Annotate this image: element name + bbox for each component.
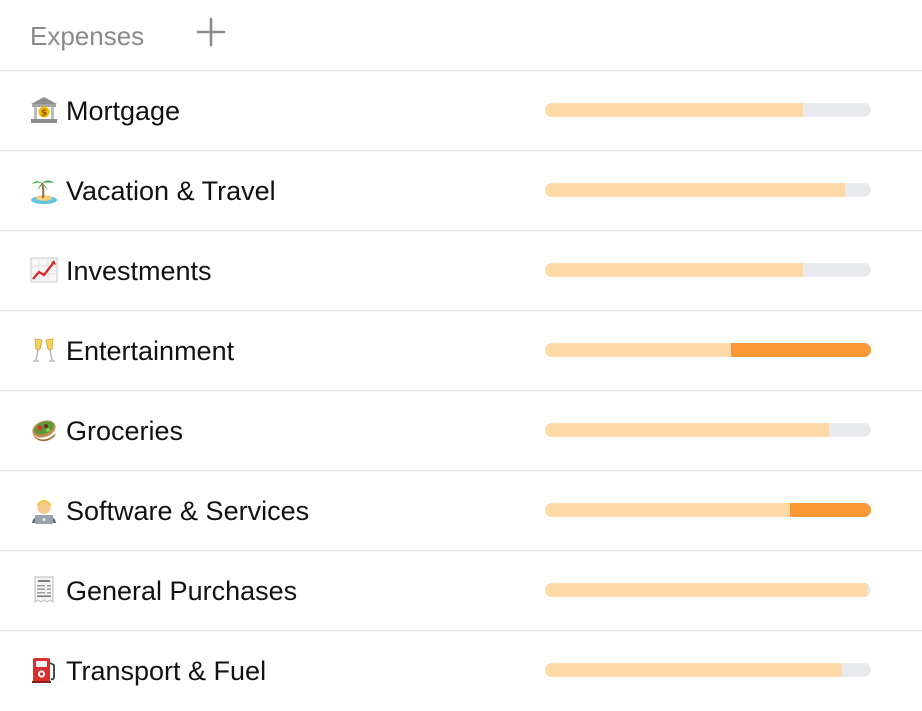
- budget-progress-bar: [545, 423, 871, 437]
- budget-spent-fill: [545, 503, 790, 517]
- add-expense-button[interactable]: [194, 15, 228, 49]
- budget-spent-fill: [545, 583, 868, 597]
- category-row-entertainment[interactable]: Entertainment: [0, 311, 922, 391]
- budget-progress-bar: [545, 503, 871, 517]
- category-label: Groceries: [66, 416, 184, 446]
- category-row-mortgage[interactable]: $ Mortgage: [0, 71, 922, 151]
- category-label: General Purchases: [66, 576, 298, 606]
- fuel-pump-icon: [29, 655, 59, 685]
- budget-progress-bar: [545, 263, 871, 277]
- budget-progress-bar: [545, 583, 871, 597]
- budget-spent-fill: [545, 343, 731, 357]
- page-title: Expenses: [30, 21, 145, 51]
- category-label: Entertainment: [66, 336, 235, 366]
- budget-over-fill: [789, 503, 871, 517]
- header: Expenses: [0, 0, 922, 71]
- expense-category-list: $ Mortgage Vacation & Travel: [0, 71, 922, 711]
- category-row-transport-fuel[interactable]: Transport & Fuel: [0, 631, 922, 711]
- budget-spent-fill: [545, 423, 829, 437]
- category-label: Investments: [66, 256, 212, 286]
- category-label: Mortgage: [66, 96, 181, 126]
- category-row-software-services[interactable]: Software & Services: [0, 471, 922, 551]
- receipt-icon: [29, 575, 59, 605]
- budget-spent-fill: [545, 263, 803, 277]
- chart-increasing-icon: [29, 255, 59, 285]
- budget-progress-bar: [545, 663, 871, 677]
- category-row-general-purchases[interactable]: General Purchases: [0, 551, 922, 631]
- category-row-vacation-travel[interactable]: Vacation & Travel: [0, 151, 922, 231]
- salad-bowl-icon: [29, 415, 59, 445]
- budget-progress-bar: [545, 103, 871, 117]
- champagne-glasses-icon: [29, 335, 59, 365]
- svg-text:$: $: [41, 109, 47, 119]
- category-row-groceries[interactable]: Groceries: [0, 391, 922, 471]
- category-label: Software & Services: [66, 496, 310, 526]
- category-label: Transport & Fuel: [66, 656, 267, 686]
- category-label: Vacation & Travel: [66, 176, 276, 206]
- budget-progress-bar: [545, 343, 871, 357]
- category-row-investments[interactable]: Investments: [0, 231, 922, 311]
- budget-spent-fill: [545, 103, 803, 117]
- budget-over-fill: [730, 343, 871, 357]
- budget-spent-fill: [545, 663, 842, 677]
- plus-icon: [196, 17, 226, 47]
- bank-icon: $: [29, 95, 59, 125]
- technologist-icon: [29, 495, 59, 525]
- budget-spent-fill: [545, 183, 845, 197]
- desert-island-icon: [29, 175, 59, 205]
- budget-progress-bar: [545, 183, 871, 197]
